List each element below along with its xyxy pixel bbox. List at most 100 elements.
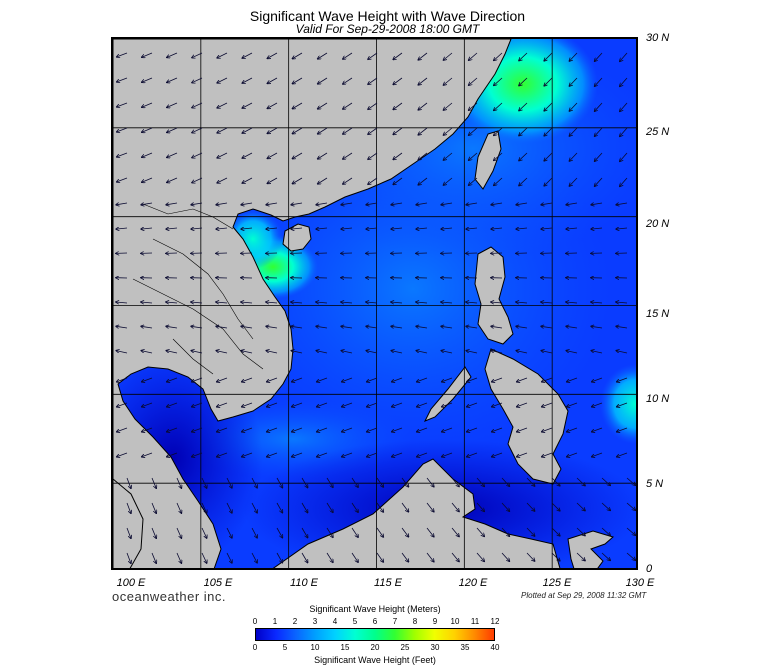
wave-direction-arrow: [351, 502, 358, 512]
wave-direction-arrow: [167, 402, 178, 407]
wave-direction-arrow: [591, 228, 603, 229]
wave-direction-arrow: [142, 52, 153, 57]
wave-direction-arrow: [494, 127, 503, 135]
land-sulawesi: [567, 530, 615, 568]
wave-direction-arrow: [191, 228, 203, 229]
wave-direction-arrow: [393, 52, 403, 60]
lon-label-130e: 130 E: [625, 577, 655, 589]
wave-direction-arrow: [341, 203, 353, 205]
wave-direction-arrow: [241, 351, 253, 354]
wave-direction-arrow: [201, 552, 207, 563]
wave-direction-arrow: [191, 326, 203, 328]
wave-direction-arrow: [316, 228, 328, 229]
lat-lon-grid: [113, 39, 636, 568]
wave-direction-arrow: [192, 452, 203, 457]
lat-label-0: 0: [646, 563, 653, 575]
wave-direction-arrow: [117, 377, 128, 382]
wave-map[interactable]: [111, 37, 638, 570]
wave-direction-arrow: [176, 527, 181, 538]
wave-direction-arrow: [192, 127, 203, 133]
wave-direction-arrow: [620, 102, 628, 111]
land-philippines-south: [484, 348, 569, 485]
wave-direction-arrow: [393, 77, 403, 85]
wave-direction-arrow: [442, 452, 453, 457]
wave-direction-arrow: [201, 527, 207, 538]
wave-direction-arrow: [116, 228, 128, 229]
wave-direction-arrow: [226, 477, 232, 488]
wave-direction-arrow: [592, 402, 603, 407]
wave-direction-arrow: [393, 127, 403, 135]
chart-title: Significant Wave Height with Wave Direct…: [249, 8, 526, 24]
wave-direction-arrow: [293, 102, 303, 109]
wave-direction-arrow: [367, 402, 378, 407]
wave-direction-arrow: [341, 228, 353, 229]
wave-direction-arrow: [317, 377, 328, 382]
wave-direction-arrow: [541, 203, 553, 205]
colorbar-meters-tick: 3: [312, 617, 318, 626]
wave-direction-arrow: [444, 77, 453, 85]
wave-direction-arrow: [492, 427, 503, 432]
wave-direction-arrow: [242, 52, 253, 58]
wave-direction-arrow: [242, 177, 253, 183]
wave-direction-arrow: [551, 502, 560, 511]
wave-direction-arrow: [217, 427, 228, 432]
wave-direction-arrow: [492, 377, 503, 382]
wave-direction-arrow: [376, 552, 383, 562]
wave-direction-arrow: [441, 203, 453, 205]
wave-direction-arrow: [293, 152, 303, 159]
wave-direction-arrow: [519, 77, 528, 86]
wave-direction-arrow: [167, 52, 178, 57]
wave-direction-arrow: [466, 351, 478, 354]
colorbar-feet-title: Significant Wave Height (Feet): [314, 655, 436, 665]
wave-direction-arrow: [442, 377, 453, 382]
wave-direction-arrow: [626, 477, 635, 485]
wave-direction-arrow: [267, 402, 278, 407]
wave-direction-arrow: [491, 302, 503, 303]
wave-direction-arrow: [418, 152, 428, 160]
wave-direction-arrow: [217, 77, 228, 83]
wave-direction-arrow: [519, 177, 528, 186]
wave-direction-arrow: [595, 52, 603, 61]
wave-direction-arrow: [267, 377, 278, 382]
wave-direction-arrow: [517, 452, 528, 457]
wave-direction-arrow: [516, 302, 528, 303]
wave-direction-arrow: [601, 502, 610, 510]
land-layer: [113, 39, 615, 568]
wave-direction-arrow: [469, 127, 478, 135]
wave-direction-arrow: [317, 427, 328, 432]
wave-direction-arrow: [117, 52, 128, 57]
wave-direction-arrow: [342, 377, 353, 382]
wave-direction-arrow: [426, 552, 434, 562]
colorbar-meters-tick: 8: [412, 617, 418, 626]
wave-direction-arrow: [241, 326, 253, 328]
lon-label-115e: 115 E: [374, 577, 402, 589]
wave-direction-arrow: [517, 377, 528, 382]
wave-direction-arrow: [595, 152, 603, 161]
wave-direction-arrow: [416, 228, 428, 229]
lon-label-125e: 125 E: [542, 577, 572, 589]
wave-direction-arrow: [368, 102, 378, 109]
border-lines: [132, 203, 264, 375]
colorbar-meters-tick: 6: [372, 617, 378, 626]
wave-direction-arrow: [318, 77, 328, 84]
wave-direction-arrow: [267, 427, 278, 432]
wave-direction-arrow: [166, 302, 178, 303]
wave-direction-arrow: [418, 77, 428, 85]
wave-direction-arrow: [595, 127, 603, 136]
wave-direction-arrow: [366, 203, 378, 205]
wave-direction-arrow: [366, 302, 378, 303]
wave-direction-arrow: [117, 102, 128, 107]
plotted-timestamp: Plotted at Sep 29, 2008 11:32 GMT: [521, 591, 647, 600]
wave-direction-arrow: [117, 152, 128, 157]
wave-direction-arrow: [476, 552, 484, 561]
wave-direction-arrow: [467, 427, 478, 432]
wave-direction-arrow: [368, 77, 378, 84]
wave-direction-arrow: [142, 377, 153, 382]
wave-direction-arrow: [326, 477, 333, 487]
wave-direction-arrow: [242, 402, 253, 407]
wave-direction-arrow: [242, 152, 253, 158]
wave-direction-arrow: [291, 203, 303, 205]
lat-label-20n: 20 N: [646, 218, 670, 230]
wave-direction-arrow: [519, 102, 528, 111]
wave-direction-arrow: [217, 102, 228, 108]
